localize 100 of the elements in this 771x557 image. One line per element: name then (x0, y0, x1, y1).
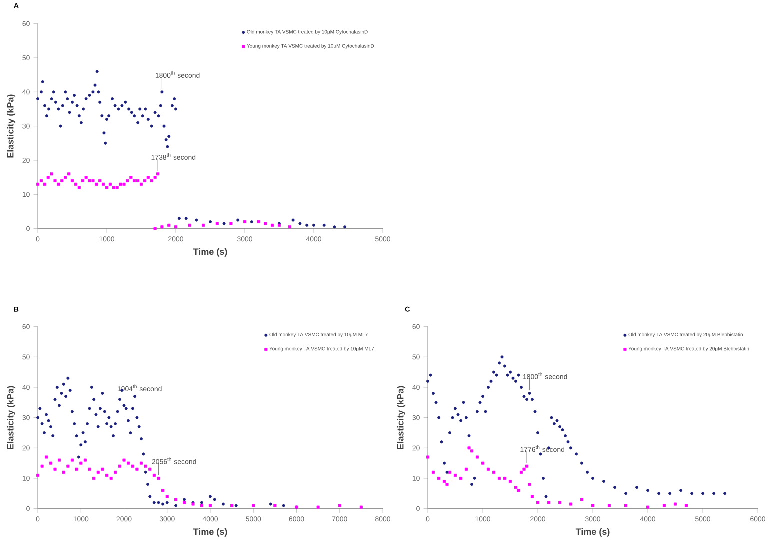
point (43, 182, 46, 186)
point (114, 471, 118, 474)
point (140, 182, 143, 186)
point (446, 483, 449, 486)
point (143, 180, 146, 183)
point (526, 464, 529, 468)
y-axis-title: Elasticity (kPa) (7, 94, 16, 158)
point (528, 483, 532, 486)
point (570, 502, 572, 506)
point (663, 504, 666, 508)
point (360, 506, 363, 509)
point (166, 495, 169, 498)
point (460, 477, 463, 480)
point (148, 468, 152, 471)
point (230, 222, 233, 226)
point (95, 182, 98, 186)
point (81, 180, 84, 183)
point (150, 180, 154, 183)
point (84, 176, 88, 180)
point (470, 450, 474, 453)
point (338, 504, 342, 508)
point (46, 176, 50, 180)
point (101, 468, 104, 471)
point (476, 456, 480, 459)
point (54, 468, 57, 471)
point (66, 464, 70, 468)
point (116, 186, 119, 190)
point (118, 464, 122, 468)
point (88, 180, 92, 183)
point (127, 462, 130, 465)
point (274, 504, 277, 508)
point (509, 480, 512, 484)
point (40, 464, 44, 468)
point (80, 462, 83, 465)
point (36, 182, 40, 186)
point (112, 186, 116, 190)
y-axis-title: Elasticity (kPa) (7, 386, 16, 450)
point (133, 180, 136, 183)
point (45, 456, 48, 459)
point (487, 468, 490, 471)
point (64, 176, 68, 180)
point (257, 220, 260, 224)
point (504, 477, 507, 480)
point (58, 458, 62, 462)
point (438, 477, 441, 480)
point (88, 468, 92, 471)
point (188, 224, 192, 227)
point (71, 458, 74, 462)
point (136, 180, 140, 183)
x-axis-title: Time (s) (193, 248, 228, 257)
point (106, 474, 108, 478)
point (71, 180, 74, 183)
point (119, 182, 122, 186)
x-axis-title: Time (s) (576, 528, 610, 537)
point (646, 506, 650, 509)
point (174, 226, 178, 229)
point (146, 176, 150, 180)
point (106, 186, 108, 190)
x-axis-title: Time (s) (193, 528, 228, 537)
point (60, 180, 64, 183)
point (288, 226, 292, 229)
point (492, 471, 496, 474)
point (110, 477, 113, 480)
point (162, 489, 165, 492)
point (244, 220, 246, 224)
point (152, 474, 156, 478)
point (517, 489, 520, 492)
point (122, 458, 126, 462)
point (465, 468, 468, 471)
point (168, 224, 171, 227)
point (468, 446, 471, 450)
point (78, 186, 81, 190)
point (36, 474, 40, 478)
point (498, 477, 502, 480)
point (136, 468, 139, 471)
point (156, 172, 160, 176)
point (432, 471, 436, 474)
point (57, 182, 60, 186)
point (443, 480, 446, 484)
point (62, 471, 66, 474)
point (592, 504, 594, 508)
point (200, 504, 204, 508)
point (522, 468, 526, 471)
point (98, 180, 102, 183)
point (49, 462, 52, 465)
point (608, 504, 611, 508)
point (74, 182, 78, 186)
point (144, 464, 148, 468)
point (130, 176, 133, 180)
point (40, 180, 43, 183)
point (548, 501, 550, 504)
y-axis-title: Elasticity (kPa) (397, 386, 406, 450)
point (514, 486, 518, 490)
point (209, 504, 212, 508)
point (202, 224, 206, 227)
point (96, 471, 100, 474)
point (75, 468, 78, 471)
point (108, 182, 112, 186)
point (230, 504, 234, 508)
point (68, 172, 71, 176)
